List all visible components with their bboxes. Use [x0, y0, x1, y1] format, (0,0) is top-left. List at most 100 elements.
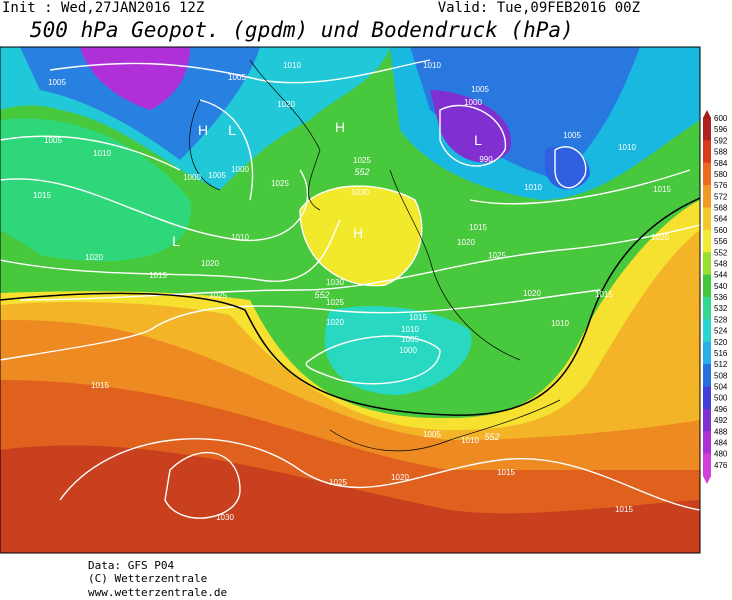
isobar-label: 1025 [353, 156, 371, 165]
colorbar-label: 600 [714, 114, 728, 123]
colorbar-label: 596 [714, 125, 728, 134]
footer-data: Data: GFS P04 [88, 559, 174, 572]
isobar-label: 1030 [216, 513, 234, 522]
colorbar-label: 476 [714, 461, 728, 470]
isobar-label: 1030 [351, 188, 369, 197]
isobar-label: 1010 [551, 319, 569, 328]
isobar-label: 1025 [326, 298, 344, 307]
isobar-label: 1030 [326, 278, 344, 287]
colorbar-swatch [703, 207, 711, 220]
isobar-label: 1010 [423, 61, 441, 70]
colorbar-swatch [703, 319, 711, 332]
isobar-label: 1025 [329, 478, 347, 487]
isobar-label: 1005 [563, 131, 581, 140]
isobar-label: 1000 [399, 346, 417, 355]
colorbar-label: 488 [714, 427, 728, 436]
colorbar-swatch [703, 453, 711, 466]
isobar-label: 1000 [464, 98, 482, 107]
isobar-label: 1020 [277, 100, 295, 109]
init-time: Init : Wed,27JAN2016 12Z [2, 0, 204, 16]
isobar-label: 1010 [401, 325, 419, 334]
colorbar-label: 524 [714, 327, 728, 336]
isobar-label: 1000 [183, 173, 201, 182]
colorbar-label: 496 [714, 405, 728, 414]
pressure-center: L [474, 132, 482, 148]
colorbar-swatch [703, 364, 711, 376]
isobar-label: 1010 [524, 183, 542, 192]
colorbar-label: 516 [714, 349, 728, 358]
isobar-label: 1015 [615, 505, 633, 514]
colorbar-swatch [703, 140, 711, 153]
isobar-label: 1005 [423, 430, 441, 439]
isobar-label: 1020 [523, 289, 541, 298]
isobar-label: 1015 [595, 290, 613, 299]
isobar-label: 1020 [326, 318, 344, 327]
colorbar-swatch [703, 308, 711, 320]
colorbar-arrow-top [703, 110, 711, 118]
colorbar-label: 560 [714, 226, 728, 235]
colorbar-swatch [703, 330, 711, 343]
isobar-label: 1020 [651, 233, 669, 242]
isobar-label: 990 [479, 155, 493, 164]
colorbar-arrow-bottom [703, 476, 711, 484]
isobar-label: 1010 [283, 61, 301, 70]
colorbar-label: 512 [714, 360, 728, 369]
isobar-label: 1005 [401, 335, 419, 344]
isobar-label: 1005 [208, 171, 226, 180]
pressure-center: H [198, 122, 208, 138]
colorbar-label: 580 [714, 170, 728, 179]
colorbar-label: 500 [714, 394, 728, 403]
colorbar-swatch [703, 252, 711, 264]
isobar-label: 1005 [471, 85, 489, 94]
colorbar-label: 568 [714, 204, 728, 213]
colorbar-swatch [703, 118, 711, 130]
isobar-label: 1000 [231, 165, 249, 174]
isobar-label: 1025 [209, 291, 227, 300]
colorbar-label: 556 [714, 237, 728, 246]
colorbar-swatch [703, 129, 711, 141]
isobar-label: 1015 [653, 185, 671, 194]
height-label: 552 [314, 290, 329, 300]
height-label: 552 [354, 167, 369, 177]
isobar-label: 1015 [497, 468, 515, 477]
colorbar-swatch [703, 218, 711, 231]
isobar-label: 1025 [271, 179, 289, 188]
colorbar-label: 520 [714, 338, 728, 347]
colorbar-swatch [703, 185, 711, 197]
colorbar-label: 492 [714, 416, 728, 425]
colorbar-swatch [703, 241, 711, 253]
isobar-label: 1020 [391, 473, 409, 482]
isobar-label: 1005 [44, 136, 62, 145]
isobar-label: 1015 [33, 191, 51, 200]
colorbar-swatch [703, 173, 711, 186]
footer-copyright: (C) Wetterzentrale [88, 572, 207, 585]
colorbar-label: 584 [714, 159, 728, 168]
colorbar-swatch [703, 397, 711, 410]
isobar-label: 1020 [85, 253, 103, 262]
colorbar-swatch [703, 151, 711, 164]
isobar-label: 1015 [149, 271, 167, 280]
isobar-label: 1015 [91, 381, 109, 390]
pressure-center: L [228, 122, 236, 138]
valid-time: Valid: Tue,09FEB2016 00Z [438, 0, 640, 16]
height-label: 552 [484, 432, 499, 442]
colorbar-swatch [703, 162, 711, 175]
colorbar-label: 548 [714, 259, 728, 268]
map-title: 500 hPa Geopot. (gpdm) und Bodendruck (h… [30, 18, 574, 42]
isobar-label: 1020 [457, 238, 475, 247]
colorbar-label: 484 [714, 438, 728, 447]
colorbar-label: 576 [714, 181, 728, 190]
colorbar-label: 572 [714, 192, 728, 201]
colorbar-swatch [703, 229, 711, 242]
footer-url: www.wetterzentrale.de [88, 586, 227, 599]
colorbar-swatch [703, 352, 711, 365]
colorbar-label: 504 [714, 383, 728, 392]
isobar-label: 1005 [228, 73, 246, 82]
colorbar-label: 480 [714, 450, 728, 459]
isobar-label: 1025 [488, 251, 506, 260]
isobar-label: 1010 [231, 233, 249, 242]
colorbar-label: 508 [714, 371, 728, 380]
isobar-label: 1010 [93, 149, 111, 158]
map-frame [0, 46, 701, 554]
